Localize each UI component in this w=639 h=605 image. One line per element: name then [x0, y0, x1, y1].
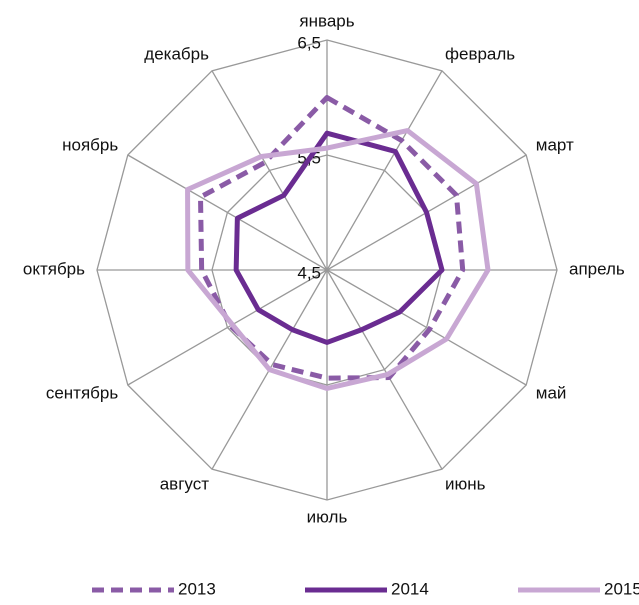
- category-label: май: [536, 383, 567, 402]
- spoke: [326, 269, 527, 386]
- tick-label: 4,5: [297, 263, 321, 282]
- category-label: февраль: [445, 45, 515, 64]
- series-line: [198, 95, 466, 381]
- tick-label: 6,5: [297, 33, 321, 52]
- category-label: январь: [299, 11, 354, 30]
- legend-label: 2014: [391, 579, 429, 598]
- spoke: [326, 70, 443, 271]
- category-label: октябрь: [23, 259, 85, 278]
- category-label: апрель: [569, 259, 625, 278]
- spoke: [127, 269, 328, 386]
- category-label: август: [160, 474, 209, 493]
- category-label: июль: [307, 507, 348, 526]
- spoke: [127, 154, 328, 271]
- legend-label: 2013: [178, 579, 216, 598]
- spoke: [211, 70, 328, 271]
- series-line: [185, 128, 491, 391]
- category-label: декабрь: [144, 45, 209, 64]
- category-label: март: [536, 135, 574, 154]
- category-label: ноябрь: [62, 135, 118, 154]
- legend-label: 2015: [604, 579, 639, 598]
- category-label: сентябрь: [46, 383, 119, 402]
- category-label: июнь: [445, 474, 486, 493]
- spoke: [326, 269, 443, 470]
- series-line: [233, 130, 445, 345]
